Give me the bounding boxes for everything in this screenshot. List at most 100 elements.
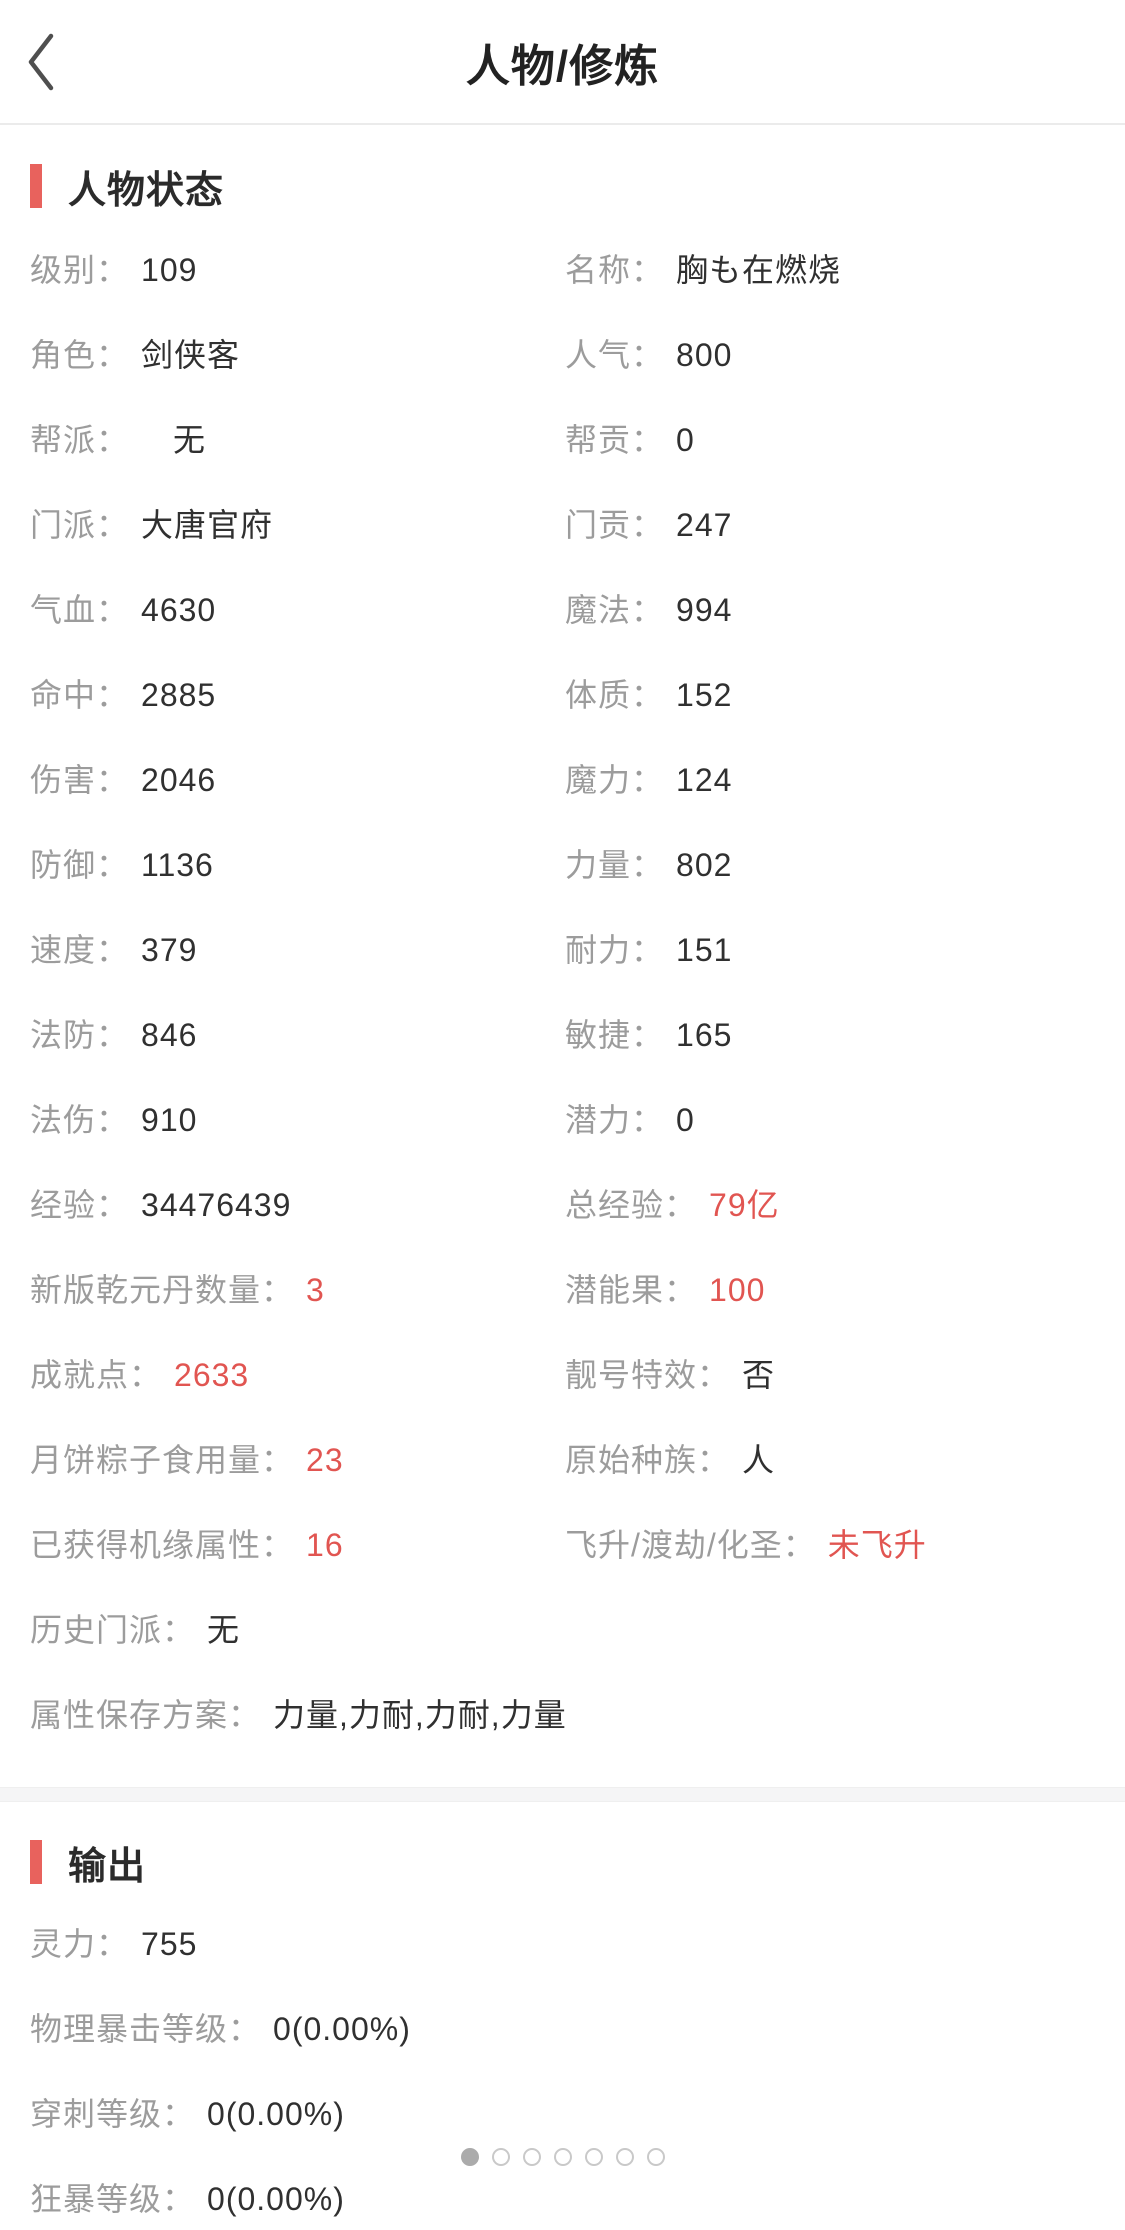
stat-value: 379 bbox=[141, 931, 198, 968]
stat-label: 魔力： bbox=[565, 761, 665, 798]
section-accent-bar bbox=[30, 1840, 42, 1884]
stat-label: 级别： bbox=[30, 251, 130, 288]
stat-value: 2885 bbox=[141, 676, 217, 713]
stat-item: 法防： 846 bbox=[30, 992, 565, 1077]
stat-item: 成就点： 2633 bbox=[30, 1332, 565, 1417]
stat-item: 体质： 152 bbox=[565, 652, 1095, 737]
stat-label: 灵力： bbox=[30, 1925, 130, 1962]
pagination-dot[interactable] bbox=[646, 2148, 665, 2166]
stat-item: 门派： 大唐官府 bbox=[30, 482, 565, 567]
stat-value: 无 bbox=[207, 1611, 241, 1648]
stat-label: 气血： bbox=[30, 591, 130, 628]
stat-label: 潜能果： bbox=[565, 1271, 698, 1308]
stat-item: 速度： 379 bbox=[30, 907, 565, 992]
stat-value: 3 bbox=[306, 1271, 325, 1308]
stat-label: 总经验： bbox=[565, 1186, 698, 1223]
stat-value: 152 bbox=[676, 676, 733, 713]
stat-value: 800 bbox=[676, 336, 733, 373]
output-section-title: 输出 bbox=[68, 1845, 147, 1888]
output-stats-grid: 灵力： 755 物理暴击等级： 0(0.00%) 穿刺等级： 0(0.00%) 狂暴等级： 0… bbox=[0, 1901, 1125, 2230]
stat-item: 门贡： 247 bbox=[565, 482, 1095, 567]
stat-label: 飞升/渡劫/化圣： bbox=[565, 1526, 816, 1563]
stat-label: 体质： bbox=[565, 676, 665, 713]
stat-value: 124 bbox=[676, 761, 733, 798]
stat-value: 910 bbox=[141, 1101, 198, 1138]
stat-label: 角色： bbox=[30, 336, 130, 373]
stat-value: 胸も在燃烧 bbox=[676, 251, 842, 288]
pagination-dot-active[interactable] bbox=[460, 2148, 479, 2166]
stat-label: 门贡： bbox=[565, 506, 665, 543]
stat-item: 帮派： 无 bbox=[30, 397, 565, 482]
stat-value: 0 bbox=[676, 1101, 695, 1138]
stat-item: 级别： 109 bbox=[30, 227, 565, 312]
stat-item: 历史门派： 无 bbox=[30, 1587, 1095, 1672]
stat-label: 耐力： bbox=[565, 931, 665, 968]
stat-label: 狂暴等级： bbox=[30, 2180, 196, 2217]
stat-item: 命中： 2885 bbox=[30, 652, 565, 737]
stat-label: 历史门派： bbox=[30, 1611, 196, 1648]
stat-value: 0(0.00%) bbox=[207, 2095, 345, 2132]
stat-value: 165 bbox=[676, 1016, 733, 1053]
stat-item: 角色： 剑侠客 bbox=[30, 312, 565, 397]
stat-label: 靓号特效： bbox=[565, 1356, 731, 1393]
stat-item: 飞升/渡劫/化圣： 未飞升 bbox=[565, 1502, 1095, 1587]
stat-label: 帮派： bbox=[30, 421, 130, 458]
stat-label: 敏捷： bbox=[565, 1016, 665, 1053]
stat-item: 属性保存方案： 力量,力耐,力耐,力量 bbox=[30, 1672, 1095, 1757]
stat-value: 100 bbox=[709, 1271, 766, 1308]
stat-item: 狂暴等级： 0(0.00%) bbox=[30, 2156, 1095, 2230]
stat-value: 151 bbox=[676, 931, 733, 968]
stat-item: 帮贡： 0 bbox=[565, 397, 1095, 482]
stat-item: 潜力： 0 bbox=[565, 1077, 1095, 1162]
stat-value: 1136 bbox=[141, 846, 214, 883]
stat-value: 2046 bbox=[141, 761, 217, 798]
stat-item: 总经验： 79亿 bbox=[565, 1162, 1095, 1247]
header: 人物/修炼 bbox=[0, 0, 1125, 125]
back-button[interactable] bbox=[18, 0, 94, 123]
stat-item: 物理暴击等级： 0(0.00%) bbox=[30, 1986, 1095, 2071]
stat-value: 16 bbox=[306, 1526, 344, 1563]
stat-item: 人气： 800 bbox=[565, 312, 1095, 397]
pagination-dot[interactable] bbox=[615, 2148, 634, 2166]
pagination-dot[interactable] bbox=[522, 2148, 541, 2166]
stat-item: 名称： 胸も在燃烧 bbox=[565, 227, 1095, 312]
stat-value: 0 bbox=[676, 421, 695, 458]
stat-value: 247 bbox=[676, 506, 733, 543]
stat-item: 防御： 1136 bbox=[30, 822, 565, 907]
stat-label: 新版乾元丹数量： bbox=[30, 1271, 295, 1308]
stat-value: 109 bbox=[141, 251, 198, 288]
stat-value: 剑侠客 bbox=[141, 336, 241, 373]
stat-label: 潜力： bbox=[565, 1101, 665, 1138]
stat-item: 伤害： 2046 bbox=[30, 737, 565, 822]
stat-item: 经验： 34476439 bbox=[30, 1162, 565, 1247]
stat-value: 846 bbox=[141, 1016, 198, 1053]
stat-item: 耐力： 151 bbox=[565, 907, 1095, 992]
stat-item: 力量： 802 bbox=[565, 822, 1095, 907]
section-accent-bar bbox=[30, 164, 42, 208]
status-stats-grid: 级别： 109 名称： 胸も在燃烧角色： 剑侠客 人气： 800 帮派： 无 帮贡： 0 门派： 大唐官… bbox=[0, 227, 1125, 1757]
stat-item: 法伤： 910 bbox=[30, 1077, 565, 1162]
stat-value: 755 bbox=[141, 1925, 198, 1962]
stat-label: 人气： bbox=[565, 336, 665, 373]
pagination-dot[interactable] bbox=[553, 2148, 572, 2166]
stat-item: 原始种族： 人 bbox=[565, 1417, 1095, 1502]
pagination-dot[interactable] bbox=[491, 2148, 510, 2166]
stat-label: 门派： bbox=[30, 506, 130, 543]
stat-label: 月饼粽子食用量： bbox=[30, 1441, 295, 1478]
stat-item: 潜能果： 100 bbox=[565, 1247, 1095, 1332]
stat-item: 魔力： 124 bbox=[565, 737, 1095, 822]
stat-value: 未飞升 bbox=[827, 1526, 927, 1563]
stat-value: 无 bbox=[173, 421, 207, 458]
stat-value: 79亿 bbox=[709, 1186, 780, 1223]
stat-label: 伤害： bbox=[30, 761, 130, 798]
stat-value: 994 bbox=[676, 591, 733, 628]
stat-label: 成就点： bbox=[30, 1356, 163, 1393]
stat-value: 2633 bbox=[174, 1356, 250, 1393]
stat-label: 防御： bbox=[30, 846, 130, 883]
status-section-title: 人物状态 bbox=[68, 169, 225, 212]
stat-label: 法伤： bbox=[30, 1101, 130, 1138]
stat-label: 经验： bbox=[30, 1186, 130, 1223]
stat-label: 力量： bbox=[565, 846, 665, 883]
stat-item: 靓号特效： 否 bbox=[565, 1332, 1095, 1417]
pagination-dot[interactable] bbox=[584, 2148, 603, 2166]
